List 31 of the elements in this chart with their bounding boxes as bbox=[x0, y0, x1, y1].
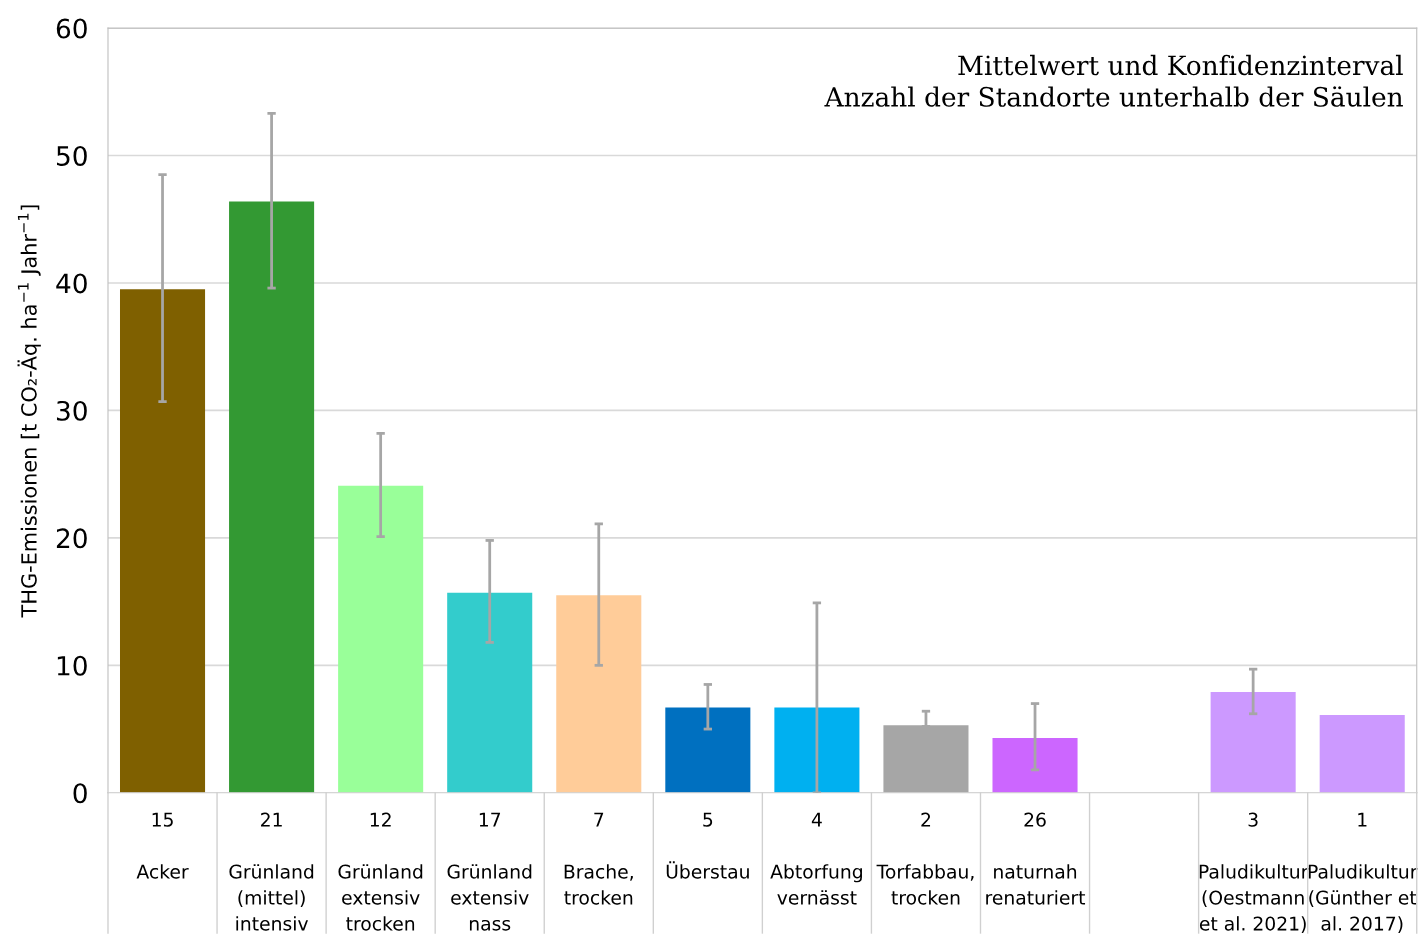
bar bbox=[883, 725, 969, 793]
bar bbox=[229, 201, 315, 793]
y-axis-title: THG-Emissionen [t CO₂-Äq. ha$^{−1}$ Jahr$^{−1}$] bbox=[17, 205, 41, 618]
y-tick-label: 10 bbox=[57, 655, 87, 676]
category-label: 4 Abtorfung vernässt bbox=[770, 812, 862, 905]
y-tick-label: 20 bbox=[56, 528, 87, 549]
bar bbox=[556, 595, 642, 793]
category-label: 7 Brache, trocken bbox=[564, 812, 633, 905]
category-label: 1 Paludikultur (Günther et al. 2017) bbox=[1308, 812, 1418, 933]
bar bbox=[119, 289, 206, 793]
category-label: 5 Überstau bbox=[666, 812, 749, 879]
y-tick-label: 50 bbox=[57, 145, 87, 166]
bar bbox=[1210, 692, 1296, 793]
category-label: 15 Acker bbox=[136, 812, 189, 879]
bar bbox=[447, 592, 533, 793]
bar bbox=[992, 737, 1078, 793]
y-tick-label: 30 bbox=[56, 400, 87, 421]
category-label: 21 Grünland (mittel) intensiv bbox=[229, 812, 314, 931]
category-label: 26 naturnah renaturiert bbox=[986, 812, 1086, 905]
category-label: 3 Paludikultur (Oestmann et al. 2021) bbox=[1199, 812, 1309, 933]
y-tick-label: 60 bbox=[56, 18, 87, 39]
category-label: 12 Grünland extensiv trocken bbox=[338, 812, 423, 931]
y-tick-label: 40 bbox=[56, 273, 87, 294]
category-label: 17 Grünland extensiv nass bbox=[447, 812, 532, 931]
annotation: Mittelwert und Konfidenzinterval Anzahl der Standorte unterhalb der Säulen bbox=[824, 54, 1403, 107]
y-tick-label: 0 bbox=[73, 783, 87, 804]
bar bbox=[665, 707, 751, 793]
bar bbox=[1319, 715, 1405, 793]
category-label: 2 Torfabbau, trocken bbox=[876, 812, 974, 905]
bar bbox=[774, 707, 860, 793]
bar bbox=[338, 485, 424, 793]
